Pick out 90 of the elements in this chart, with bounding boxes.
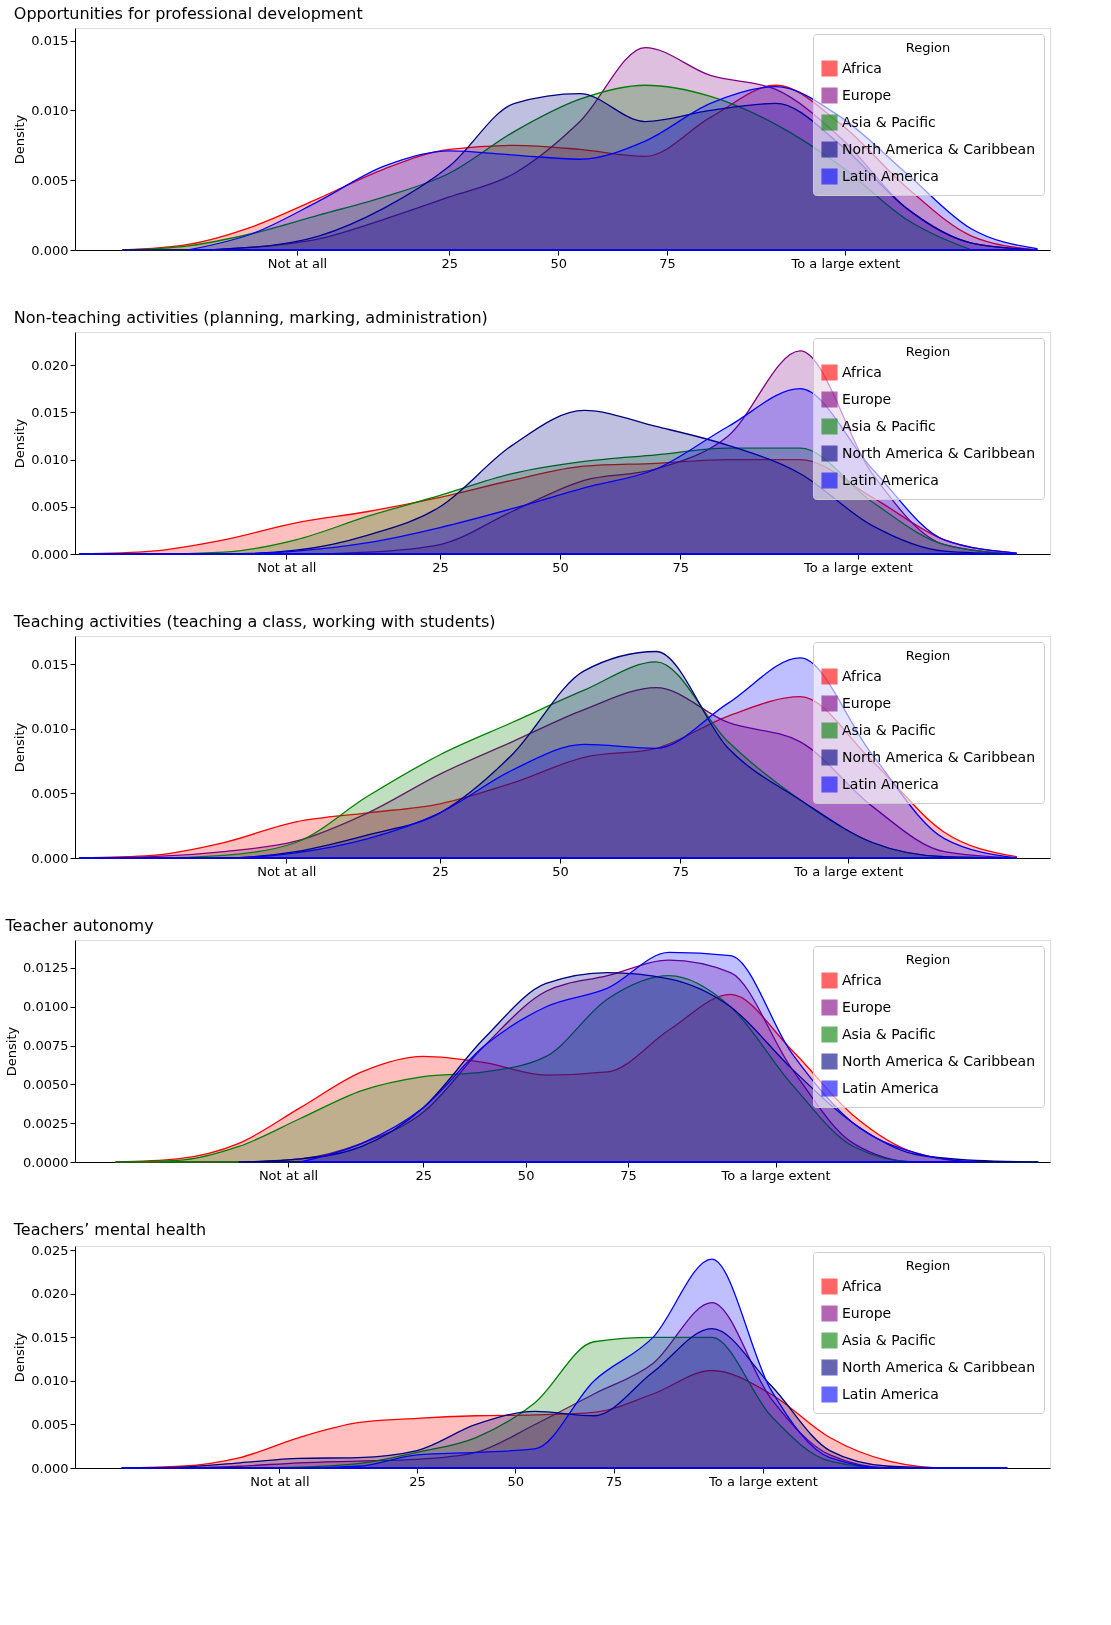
legend-title: Region xyxy=(905,1258,951,1273)
y-tick-label: 0.025 xyxy=(31,1242,69,1258)
y-axis-title: Density xyxy=(12,722,28,773)
y-tick-label: 0.020 xyxy=(31,1286,69,1302)
x-tick-label: Not at all xyxy=(258,1167,319,1183)
y-tick-label: 0.0075 xyxy=(23,1038,69,1054)
x-tick-label: To a large extent xyxy=(802,559,913,575)
legend-label: Latin America xyxy=(842,1385,939,1402)
legend-label: Africa xyxy=(842,1277,882,1294)
x-tick-label: 75 xyxy=(672,559,689,575)
chart-title: Teachers’ mental health xyxy=(12,1220,207,1240)
legend-label: North America & Caribbean xyxy=(842,140,1036,157)
x-tick-label: 75 xyxy=(672,863,689,879)
chart-title: Non-teaching activities (planning, marking, administration) xyxy=(13,308,488,327)
x-tick-label: 75 xyxy=(605,1473,623,1489)
x-tick-label: 50 xyxy=(552,863,569,879)
x-tick-label: Not at all xyxy=(250,1473,310,1489)
x-tick-label: To a large extent xyxy=(720,1167,831,1183)
chart-title: Teaching activities (teaching a class, working with students) xyxy=(12,612,496,631)
y-tick-label: 0.020 xyxy=(31,357,69,373)
y-tick-label: 0.0025 xyxy=(23,1115,69,1131)
x-tick-label: 50 xyxy=(552,559,569,575)
legend-label: Africa xyxy=(842,363,882,380)
y-tick-label: 0.015 xyxy=(31,1329,69,1345)
y-tick-label: 0.010 xyxy=(31,102,69,118)
y-tick-label: 0.0000 xyxy=(23,1154,69,1170)
y-tick-label: 0.005 xyxy=(31,1416,69,1432)
legend-label: Asia & Pacific xyxy=(842,417,936,434)
y-tick-label: 0.0050 xyxy=(23,1076,69,1092)
x-tick-label: 75 xyxy=(620,1167,637,1183)
x-tick-label: 50 xyxy=(517,1167,535,1183)
legend-label: Africa xyxy=(842,971,882,988)
legend-label: North America & Caribbean xyxy=(842,1052,1036,1069)
chart-title: Opportunities for professional development xyxy=(13,4,363,23)
legend-label: Europe xyxy=(842,86,892,103)
y-tick-label: 0.0125 xyxy=(23,960,69,976)
legend-label: Asia & Pacific xyxy=(842,1331,936,1348)
y-tick-label: 0.000 xyxy=(31,1460,69,1476)
legend-label: Latin America xyxy=(842,167,939,184)
legend-label: Europe xyxy=(842,390,892,407)
x-tick-label: 25 xyxy=(409,1473,426,1489)
y-tick-label: 0.010 xyxy=(31,721,69,737)
x-tick-label: 50 xyxy=(550,255,567,271)
legend-label: Asia & Pacific xyxy=(842,1025,936,1042)
y-tick-label: 0.015 xyxy=(31,33,69,49)
y-tick-label: 0.015 xyxy=(31,404,69,420)
x-tick-label: 25 xyxy=(432,559,449,575)
legend-label: Africa xyxy=(842,59,882,76)
y-tick-label: 0.010 xyxy=(31,1373,69,1389)
legend-label: North America & Caribbean xyxy=(842,444,1036,461)
y-tick-label: 0.010 xyxy=(31,452,69,468)
legend-label: North America & Caribbean xyxy=(842,748,1036,765)
legend-label: North America & Caribbean xyxy=(842,1358,1036,1375)
legend-label: Asia & Pacific xyxy=(842,113,936,130)
legend-title: Region xyxy=(905,952,951,967)
x-tick-label: 75 xyxy=(659,255,676,271)
legend-title: Region xyxy=(905,40,951,55)
legend-label: Europe xyxy=(842,1304,892,1321)
y-axis-title: Density xyxy=(4,1026,20,1077)
x-tick-label: 25 xyxy=(432,863,449,879)
y-axis-title: Density xyxy=(12,1332,28,1383)
legend-title: Region xyxy=(905,648,951,663)
y-tick-label: 0.015 xyxy=(31,656,69,672)
legend-label: Latin America xyxy=(842,1079,939,1096)
x-tick-label: 25 xyxy=(441,255,459,271)
y-axis-title: Density xyxy=(12,114,28,165)
legend-label: Africa xyxy=(842,667,882,684)
legend-label: Asia & Pacific xyxy=(842,721,936,738)
y-tick-label: 0.005 xyxy=(31,172,69,188)
x-tick-label: 25 xyxy=(415,1167,432,1183)
legend-label: Europe xyxy=(842,998,892,1015)
y-tick-label: 0.005 xyxy=(31,499,69,515)
x-tick-label: Not at all xyxy=(257,863,317,879)
y-tick-label: 0.000 xyxy=(31,546,69,562)
x-tick-label: Not at all xyxy=(257,559,317,575)
y-axis-title: Density xyxy=(12,418,28,469)
x-tick-label: Not at all xyxy=(267,255,328,271)
y-tick-label: 0.000 xyxy=(31,242,69,258)
legend-title: Region xyxy=(905,344,951,359)
x-tick-label: To a large extent xyxy=(790,255,901,271)
legend-label: Latin America xyxy=(842,471,939,488)
y-tick-label: 0.005 xyxy=(31,785,69,801)
legend-label: Latin America xyxy=(842,775,939,792)
y-tick-label: 0.000 xyxy=(31,850,69,866)
y-tick-label: 0.0100 xyxy=(23,999,69,1015)
x-tick-label: 50 xyxy=(507,1473,525,1489)
legend-label: Europe xyxy=(842,694,892,711)
chart-title: Teacher autonomy xyxy=(4,916,154,935)
x-tick-label: To a large extent xyxy=(708,1473,818,1489)
x-tick-label: To a large extent xyxy=(793,863,904,879)
